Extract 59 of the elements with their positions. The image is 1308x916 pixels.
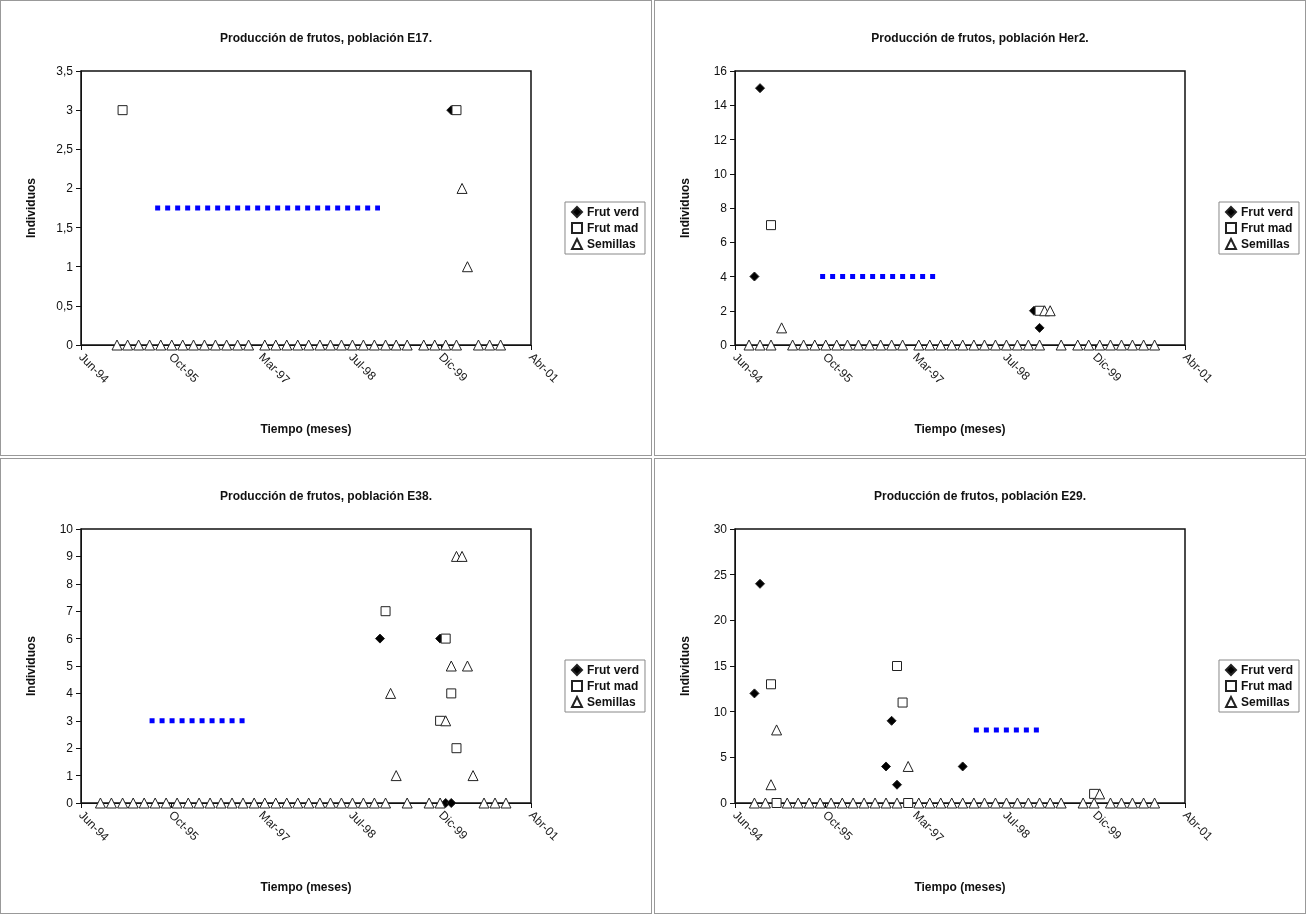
y-tick-label: 5 (720, 750, 728, 765)
x-axis-title: Tiempo (meses) (914, 880, 1006, 894)
y-tick-label: 14 (713, 98, 728, 113)
legend-label: Frut verd (1240, 663, 1294, 677)
y-tick-label: 0,5 (56, 298, 74, 313)
y-axis-title: Individuos (24, 177, 38, 238)
y-tick-label: 0 (66, 338, 74, 352)
y-tick-label: 4 (66, 686, 74, 701)
y-tick-label: 0 (66, 796, 74, 810)
y-axis-title: Individuos (678, 177, 692, 238)
y-tick-label: 6 (66, 631, 74, 646)
legend-label: Frut verd (586, 663, 640, 677)
y-axis-title: Individuos (678, 635, 692, 696)
legend-label: Frut mad (1240, 221, 1293, 235)
y-tick-label: 9 (66, 549, 74, 564)
chart-title: Producción de frutos, población Her2. (871, 31, 1089, 45)
y-tick-label: 6 (720, 235, 728, 250)
y-tick-label: 16 (713, 64, 728, 78)
y-tick-label: 1 (66, 768, 74, 783)
y-tick-label: 20 (713, 613, 728, 628)
y-tick-label: 2,5 (56, 142, 74, 157)
y-tick-label: 10 (59, 522, 74, 536)
y-tick-label: 2 (66, 181, 74, 196)
y-tick-label: 2 (720, 303, 728, 318)
legend-label: Frut mad (586, 679, 639, 693)
y-tick-label: 2 (66, 741, 74, 756)
y-tick-label: 4 (720, 269, 728, 284)
legend-label: Frut mad (1240, 679, 1293, 693)
legend-label: Frut mad (586, 221, 639, 235)
y-tick-label: 30 (713, 522, 728, 536)
legend-label: Semillas (586, 695, 637, 709)
y-tick-label: 8 (66, 576, 74, 591)
chart-title: Producción de frutos, población E17. (219, 31, 433, 45)
legend-label: Semillas (1240, 237, 1291, 251)
y-tick-label: 10 (713, 704, 728, 719)
x-axis-title: Tiempo (meses) (914, 422, 1006, 436)
x-axis-title: Tiempo (meses) (260, 422, 352, 436)
legend-label: Frut verd (586, 205, 640, 219)
y-tick-label: 1,5 (56, 220, 74, 235)
x-axis-title: Tiempo (meses) (260, 880, 352, 894)
y-tick-label: 12 (713, 132, 728, 147)
y-tick-label: 3 (66, 713, 74, 728)
y-tick-label: 7 (66, 604, 74, 619)
y-tick-label: 3 (66, 103, 74, 118)
y-tick-label: 3,5 (56, 64, 74, 78)
legend-label: Semillas (586, 237, 637, 251)
y-axis-title: Individuos (24, 635, 38, 696)
legend-label: Semillas (1240, 695, 1291, 709)
chart-title: Producción de frutos, población E38. (219, 489, 433, 503)
y-tick-label: 8 (720, 201, 728, 215)
y-tick-label: 0 (720, 796, 728, 810)
chart-title: Producción de frutos, población E29. (873, 489, 1087, 503)
y-tick-label: 25 (713, 567, 728, 582)
y-tick-label: 15 (713, 659, 728, 673)
legend-label: Frut verd (1240, 205, 1294, 219)
y-tick-label: 10 (713, 166, 728, 181)
y-tick-label: 1 (66, 259, 74, 274)
y-tick-label: 0 (720, 338, 728, 352)
y-tick-label: 5 (66, 659, 74, 673)
